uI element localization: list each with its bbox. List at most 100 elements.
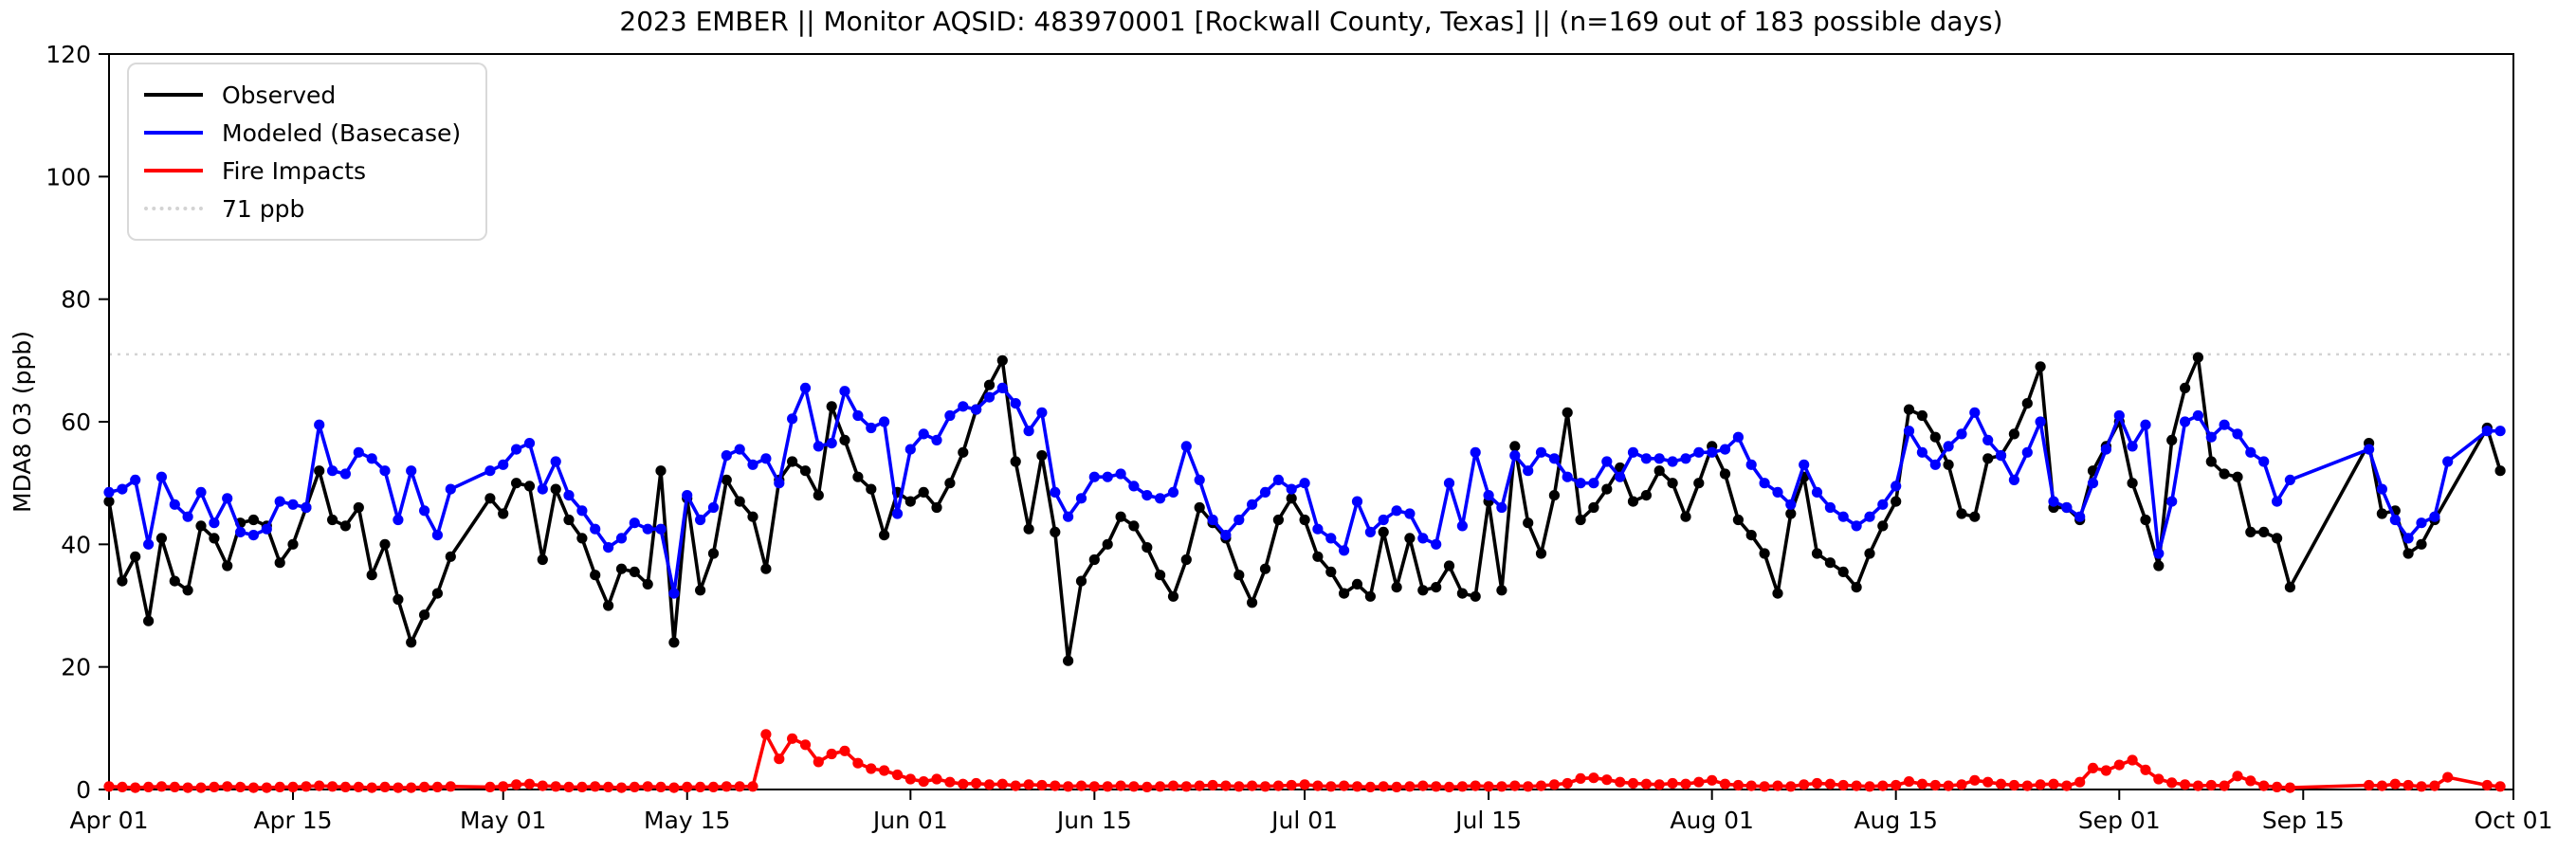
fire-impacts-marker <box>774 753 785 765</box>
fire-impacts-marker <box>1627 777 1639 789</box>
x-tick-label: Aug 01 <box>1670 807 1754 834</box>
observed-marker <box>1417 585 1429 596</box>
fire-impacts-marker <box>2416 781 2427 792</box>
fire-impacts-marker <box>655 781 667 793</box>
fire-impacts-marker <box>747 781 758 792</box>
observed-marker <box>813 490 824 501</box>
fire-impacts-marker <box>1837 779 1849 791</box>
fire-impacts-marker <box>1667 777 1678 789</box>
fire-impacts-marker <box>1142 781 1153 793</box>
fire-impacts-marker <box>406 782 417 793</box>
fire-impacts-marker <box>615 782 628 793</box>
modeled-basecase-marker <box>1102 471 1113 482</box>
fire-impacts-marker <box>2140 764 2151 775</box>
observed-marker <box>103 496 115 507</box>
modeled-basecase-marker <box>366 453 377 464</box>
modeled-basecase-marker <box>1707 446 1718 458</box>
fire-impacts-marker <box>2127 754 2138 766</box>
observed-marker <box>2180 382 2191 393</box>
fire-impacts-marker <box>1680 778 1691 789</box>
observed-marker <box>1364 590 1376 602</box>
fire-impacts-marker <box>1903 776 1915 788</box>
modeled-basecase-marker <box>393 514 404 526</box>
observed-marker <box>2140 514 2151 526</box>
observed-marker <box>1640 490 1652 501</box>
observed-marker <box>393 593 404 606</box>
observed-marker <box>406 637 417 648</box>
x-tick-label: May 15 <box>644 807 730 834</box>
fire-impacts-marker <box>209 781 220 793</box>
fire-impacts-marker <box>642 781 653 792</box>
fire-impacts-marker <box>537 780 548 791</box>
fire-impacts-marker <box>1772 780 1783 791</box>
observed-marker <box>2232 471 2243 482</box>
observed-marker <box>904 496 916 507</box>
modeled-basecase-marker <box>339 468 351 480</box>
observed-marker <box>1102 538 1113 550</box>
fire-impacts-marker <box>2087 762 2099 774</box>
observed-marker <box>1286 493 1297 504</box>
fire-impacts-marker <box>287 781 299 793</box>
observed-marker <box>1891 496 1902 507</box>
fire-impacts-marker <box>1075 780 1087 791</box>
modeled-basecase-marker <box>2021 446 2033 458</box>
fire-impacts-marker <box>1732 779 1744 791</box>
observed-marker <box>1339 588 1350 599</box>
modeled-basecase-marker <box>1167 486 1179 499</box>
fire-impacts-marker <box>682 781 693 793</box>
fire-impacts-marker <box>1601 774 1613 786</box>
modeled-basecase-marker <box>1693 446 1705 458</box>
observed-marker <box>2376 508 2387 519</box>
modeled-basecase-marker <box>826 438 837 449</box>
legend-label: 71 ppb <box>222 194 305 223</box>
modeled-basecase-marker <box>1903 426 1915 437</box>
observed-marker <box>1824 557 1836 569</box>
modeled-basecase-marker <box>1535 446 1547 458</box>
observed-marker <box>1693 478 1705 489</box>
observed-marker <box>2284 582 2295 593</box>
fire-impacts-marker <box>839 745 850 756</box>
legend-item-modeled-basecase-: Modeled (Basecase) <box>144 114 461 152</box>
observed-marker <box>1732 514 1744 526</box>
modeled-basecase-marker <box>1824 501 1836 514</box>
modeled-basecase-marker <box>787 413 798 425</box>
fire-impacts-marker <box>2205 779 2217 791</box>
legend-label: Observed <box>222 81 337 109</box>
modeled-basecase-marker <box>2364 444 2375 455</box>
fire-impacts-marker <box>1615 776 1626 788</box>
fire-impacts-marker <box>2074 776 2086 788</box>
observed-marker <box>314 465 325 477</box>
modeled-basecase-marker <box>2376 483 2387 495</box>
modeled-basecase-marker <box>1575 478 1586 489</box>
fire-impacts-marker <box>668 782 680 793</box>
observed-marker <box>655 465 667 477</box>
fire-impacts-marker <box>1509 780 1521 791</box>
observed-marker <box>866 483 877 495</box>
modeled-basecase-marker <box>314 419 325 430</box>
observed-marker <box>563 514 575 526</box>
modeled-basecase-marker <box>2272 496 2283 507</box>
observed-marker <box>1562 407 1573 418</box>
modeled-basecase-marker <box>1562 471 1573 482</box>
modeled-basecase-marker <box>182 511 193 522</box>
x-tick-label: Oct 01 <box>2475 807 2553 834</box>
observed-marker <box>2494 465 2506 477</box>
modeled-basecase-marker <box>1891 481 1902 492</box>
x-tick-label: Jul 15 <box>1453 807 1522 834</box>
modeled-basecase-marker <box>2048 496 2059 507</box>
observed-marker <box>2416 538 2427 550</box>
fire-impacts-marker <box>247 782 259 793</box>
modeled-basecase-marker <box>1075 493 1087 504</box>
observed-marker <box>1443 560 1455 572</box>
modeled-basecase-marker <box>155 471 167 482</box>
modeled-basecase-marker <box>1811 486 1823 499</box>
fire-impacts-marker <box>419 781 430 793</box>
observed-marker <box>1523 517 1534 529</box>
observed-marker <box>523 481 536 492</box>
modeled-basecase-marker <box>1523 465 1534 477</box>
fire-impacts-marker <box>603 781 614 793</box>
fire-impacts-marker <box>1351 781 1363 792</box>
fire-impacts-marker <box>301 781 312 792</box>
modeled-basecase-marker <box>209 517 220 529</box>
